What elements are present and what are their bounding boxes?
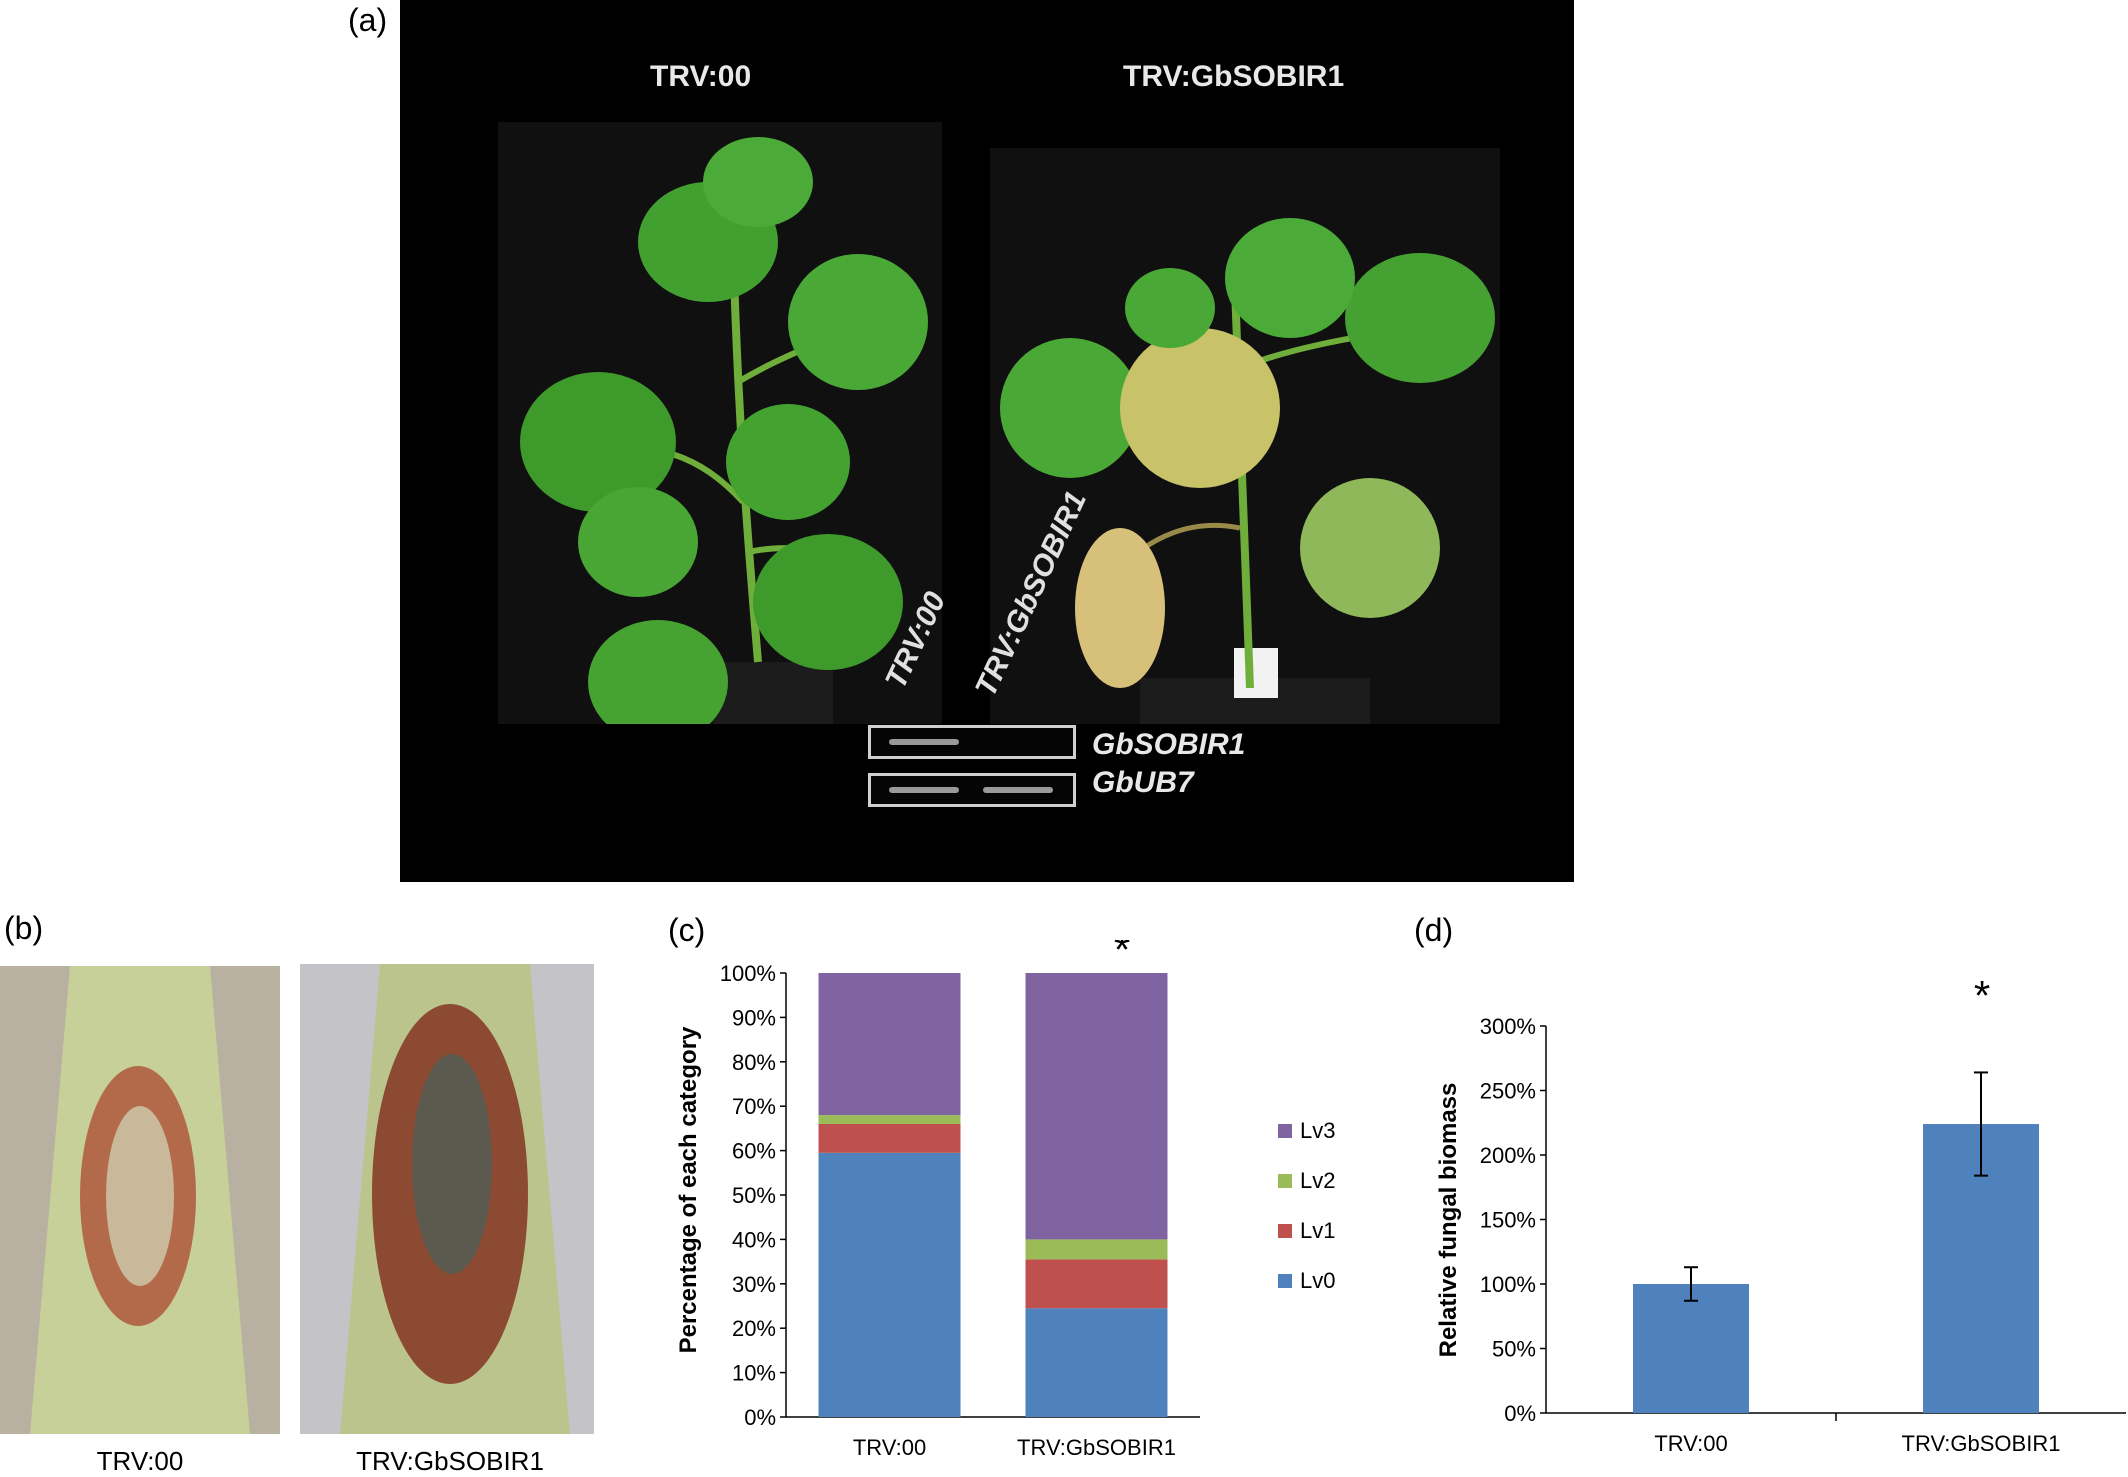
plant-photo-control — [498, 122, 942, 744]
gel-label-gbub7: GbUB7 — [1092, 766, 1194, 799]
y-tick-label: 20% — [732, 1316, 776, 1341]
y-tick-label: 50% — [1492, 1337, 1536, 1362]
plant-control-illustration — [520, 137, 928, 744]
stem-caption-control: TRV:00 — [96, 1446, 184, 1476]
y-tick-label: 60% — [732, 1139, 776, 1164]
y-tick-label: 30% — [732, 1272, 776, 1297]
stem-photo-silenced — [300, 964, 594, 1434]
bar-segment-lv2 — [1025, 1239, 1168, 1260]
panel-a-photo: TRV:00 TRV:GbSOBIR1 — [400, 0, 1574, 882]
legend-label: Lv2 — [1300, 1168, 1335, 1193]
x-tick-label: TRV:GbSOBIR1 — [1017, 1435, 1176, 1460]
x-tick-label: TRV:00 — [853, 1435, 926, 1460]
legend-swatch — [1278, 1124, 1292, 1138]
gel-band-control-ub7 — [889, 787, 959, 793]
bar-segment-lv0 — [1025, 1308, 1168, 1417]
y-tick-label: 100% — [720, 961, 776, 986]
y-tick-label: 70% — [732, 1094, 776, 1119]
bar-segment-lv1 — [818, 1123, 961, 1153]
significance-marker: * — [1114, 940, 1130, 973]
panel-a-label: (a) — [348, 2, 388, 38]
plant-silenced-illustration — [1000, 218, 1495, 724]
panel-b-label: (b) — [4, 910, 44, 946]
bar-segment-lv2 — [818, 1115, 961, 1124]
bar — [1633, 1284, 1749, 1413]
y-axis-label: Relative fungal biomass — [1435, 1083, 1462, 1358]
stacked-bar-chart: 0% 10% 20% 30% 40% 50% 60% 70% 80% 90% 100% TRV:00… — [675, 940, 1335, 1460]
y-tick-label: 100% — [1480, 1272, 1536, 1297]
legend-label: Lv0 — [1300, 1268, 1335, 1293]
bar-segment-lv0 — [818, 1152, 961, 1417]
stem-photo-control — [0, 966, 280, 1434]
y-tick-label: 90% — [732, 1005, 776, 1030]
legend-swatch — [1278, 1224, 1292, 1238]
photo-title-right: TRV:GbSOBIR1 — [1123, 60, 1345, 93]
panel-c-label: (c) — [668, 912, 706, 948]
y-tick-label: 40% — [732, 1227, 776, 1252]
legend-swatch — [1278, 1274, 1292, 1288]
x-tick-label: TRV:GbSOBIR1 — [1902, 1431, 2061, 1456]
stem-control-illustration — [30, 966, 250, 1434]
y-tick-label: 300% — [1480, 1014, 1536, 1039]
legend-label: Lv1 — [1300, 1218, 1335, 1243]
plant-photo-silenced — [990, 148, 1500, 724]
y-tick-label: 150% — [1480, 1208, 1536, 1233]
bar-segment-lv3 — [818, 973, 961, 1116]
bar-segment-lv1 — [1025, 1259, 1168, 1309]
legend-label: Lv3 — [1300, 1118, 1335, 1143]
y-tick-label: 0% — [744, 1405, 776, 1430]
y-tick-label: 10% — [732, 1361, 776, 1386]
photo-title-left: TRV:00 — [650, 60, 752, 93]
y-tick-label: 200% — [1480, 1143, 1536, 1168]
stem-silenced-illustration — [340, 964, 570, 1434]
significance-marker: * — [1974, 972, 1990, 1019]
legend-swatch — [1278, 1174, 1292, 1188]
gel-band-silenced-ub7 — [983, 787, 1053, 793]
y-tick-label: 0% — [1504, 1401, 1536, 1426]
y-tick-label: 50% — [732, 1183, 776, 1208]
y-tick-label: 80% — [732, 1050, 776, 1075]
gel-label-gbsobir1: GbSOBIR1 — [1092, 728, 1246, 761]
stem-caption-silenced: TRV:GbSOBIR1 — [356, 1446, 544, 1476]
gel-band-gbub7 — [868, 773, 1076, 807]
biomass-bar-chart: 0% 50% 100% 150% 200% 250% 300% TRV:00 TRV:GbSO… — [1435, 972, 2126, 1456]
panel-d-label: (d) — [1414, 912, 1454, 948]
y-tick-label: 250% — [1480, 1079, 1536, 1104]
gel-band-gbsobir1 — [868, 725, 1076, 759]
x-tick-label: TRV:00 — [1654, 1431, 1727, 1456]
gel-band-control — [889, 739, 959, 745]
bar-segment-lv3 — [1025, 973, 1168, 1240]
y-axis-label: Percentage of each category — [675, 1026, 702, 1353]
